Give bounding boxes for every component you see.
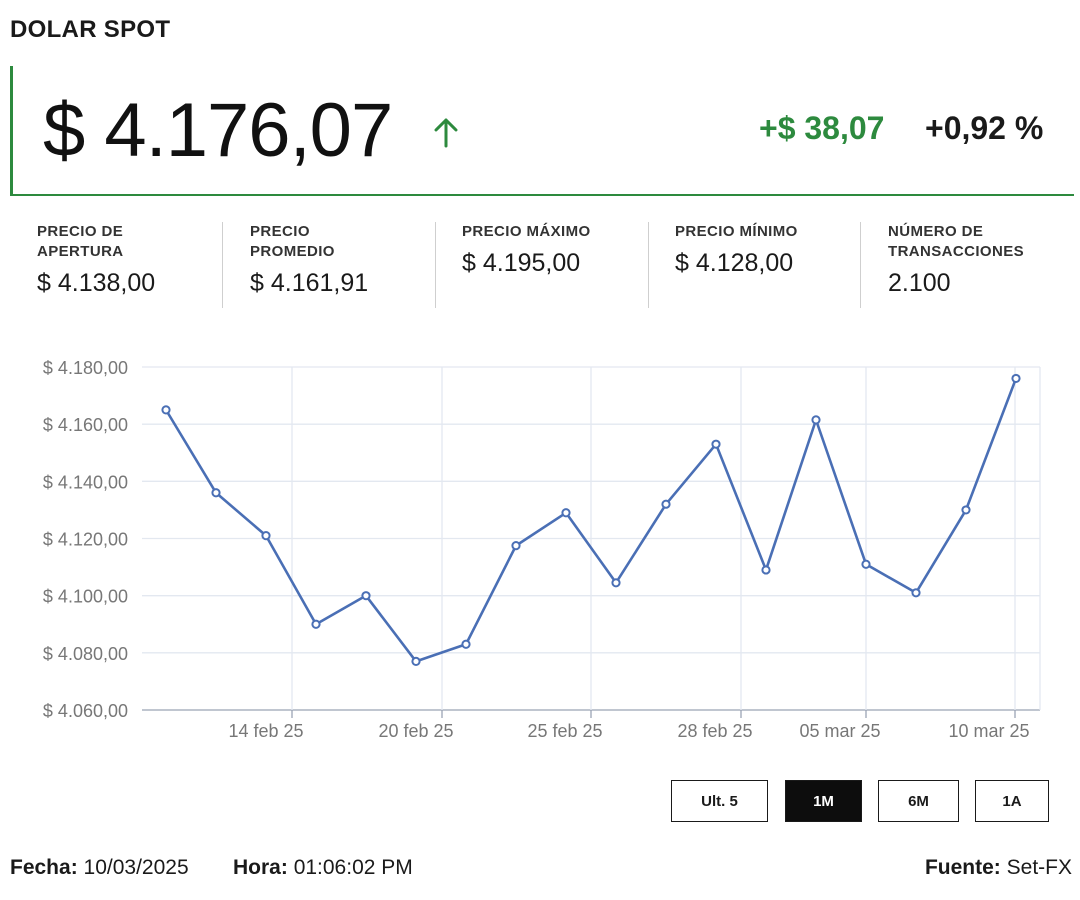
- time-value: 01:06:02 PM: [293, 856, 413, 879]
- page-title: DOLAR SPOT: [10, 16, 171, 43]
- footer-time: Hora: 01:06:02 PM: [233, 856, 413, 880]
- stat-value: $ 4.138,00: [37, 269, 156, 297]
- divider: [435, 222, 436, 308]
- x-tick-label: 28 feb 25: [677, 721, 752, 741]
- stat-opening: PRECIO DE APERTURA $ 4.138,00: [37, 222, 217, 308]
- price-change-percent: +0,92 %: [925, 110, 1044, 146]
- arrow-up-icon: [434, 118, 458, 148]
- data-point[interactable]: [311, 619, 321, 629]
- range-button-ult5[interactable]: Ult. 5: [671, 780, 768, 822]
- x-tick-label: 05 mar 25: [799, 721, 880, 741]
- data-point[interactable]: [411, 656, 421, 667]
- stat-value: $ 4.195,00: [462, 249, 581, 277]
- stat-label: PRECIO MÍNIMO: [675, 223, 798, 240]
- divider: [860, 222, 861, 308]
- divider: [648, 222, 649, 308]
- x-tick-label: 10 mar 25: [948, 721, 1029, 741]
- stat-min: PRECIO MÍNIMO $ 4.128,00: [675, 222, 855, 308]
- stat-label: PRECIO PROMEDIO: [250, 223, 335, 260]
- y-tick-label: $ 4.100,00: [43, 587, 128, 607]
- stat-label: PRECIO DE APERTURA: [37, 223, 124, 260]
- data-point[interactable]: [211, 488, 221, 498]
- data-point[interactable]: [261, 531, 271, 541]
- divider: [222, 222, 223, 308]
- stat-label: PRECIO MÁXIMO: [462, 223, 591, 240]
- time-label: Hora:: [233, 856, 288, 879]
- y-tick-label: $ 4.080,00: [43, 644, 128, 664]
- data-point[interactable]: [511, 541, 521, 551]
- data-point[interactable]: [561, 508, 571, 518]
- range-button-1m[interactable]: 1M: [785, 780, 862, 822]
- data-point[interactable]: [811, 415, 821, 425]
- footer-source: Fuente: Set-FX: [925, 856, 1072, 880]
- price-panel: $ 4.176,07 +$ 38,07 +0,92 %: [10, 66, 1074, 196]
- source-value: Set-FX: [1006, 856, 1072, 879]
- stat-value: $ 4.161,91: [250, 269, 369, 297]
- date-label: Fecha:: [10, 856, 78, 879]
- y-tick-label: $ 4.160,00: [43, 415, 128, 435]
- data-point[interactable]: [861, 559, 871, 569]
- current-price: $ 4.176,07: [43, 88, 393, 173]
- x-tick-label: 14 feb 25: [228, 721, 303, 741]
- source-label: Fuente:: [924, 856, 1001, 879]
- data-point[interactable]: [661, 499, 671, 509]
- data-point[interactable]: [611, 578, 621, 588]
- series-line: [164, 377, 1018, 663]
- y-tick-label: $ 4.140,00: [43, 472, 128, 492]
- data-point[interactable]: [361, 591, 371, 601]
- range-button-6m[interactable]: 6M: [878, 780, 959, 822]
- stat-value: 2.100: [888, 269, 951, 297]
- stat-average: PRECIO PROMEDIO $ 4.161,91: [250, 222, 430, 308]
- stat-max: PRECIO MÁXIMO $ 4.195,00: [462, 222, 642, 308]
- data-point[interactable]: [911, 588, 921, 598]
- data-point[interactable]: [1011, 373, 1021, 384]
- y-tick-label: $ 4.120,00: [43, 530, 128, 550]
- data-point[interactable]: [761, 565, 771, 575]
- stats-row: PRECIO DE APERTURA $ 4.138,00 PRECIO PRO…: [0, 222, 1080, 310]
- price-change: +$ 38,07: [759, 110, 885, 146]
- data-point[interactable]: [461, 639, 471, 649]
- stat-label: NÚMERO DE TRANSACCIONES: [888, 223, 1025, 260]
- stat-transactions: NÚMERO DE TRANSACCIONES 2.100: [888, 222, 1068, 308]
- stat-value: $ 4.128,00: [675, 249, 794, 277]
- y-tick-label: $ 4.180,00: [43, 358, 128, 378]
- data-point[interactable]: [711, 439, 721, 449]
- x-tick-label: 25 feb 25: [527, 721, 602, 741]
- x-tick-label: 20 feb 25: [378, 721, 453, 741]
- data-point[interactable]: [161, 405, 171, 415]
- date-value: 10/03/2025: [83, 856, 189, 879]
- data-point[interactable]: [961, 505, 971, 515]
- y-tick-label: $ 4.060,00: [43, 701, 128, 721]
- range-button-1a[interactable]: 1A: [975, 780, 1049, 822]
- footer-date: Fecha: 10/03/2025: [10, 856, 189, 880]
- price-line-chart[interactable]: $ 4.060,00 $ 4.080,00 $ 4.100,00 $ 4.120,00…: [0, 350, 1080, 750]
